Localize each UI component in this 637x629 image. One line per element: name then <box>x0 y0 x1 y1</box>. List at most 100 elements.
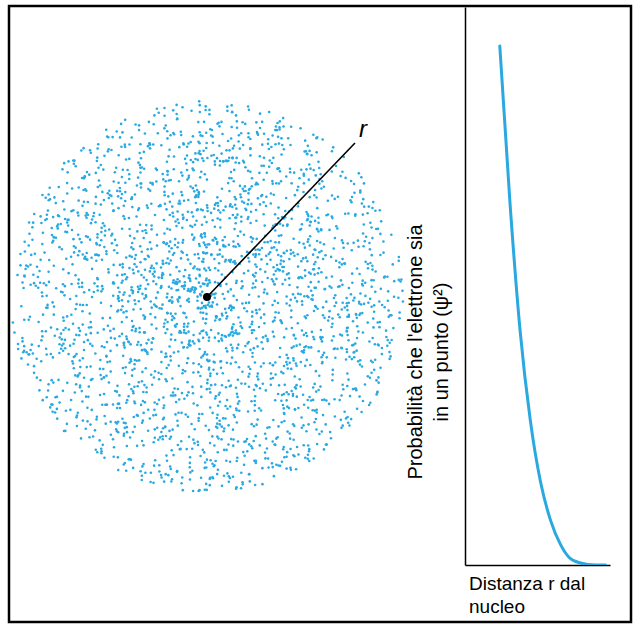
cloud-dot <box>218 144 221 147</box>
cloud-dot <box>270 202 273 205</box>
cloud-dot <box>198 104 201 107</box>
cloud-dot <box>284 210 287 213</box>
cloud-dot <box>221 188 224 191</box>
cloud-dot <box>111 233 114 236</box>
cloud-dot <box>193 190 196 193</box>
cloud-dot <box>277 254 280 257</box>
cloud-dot <box>310 154 313 157</box>
cloud-dot <box>160 144 163 147</box>
cloud-dot <box>148 121 151 124</box>
cloud-dot <box>137 161 140 164</box>
cloud-dot <box>137 285 140 288</box>
cloud-dot <box>192 362 195 365</box>
cloud-dot <box>273 319 276 322</box>
cloud-dot <box>244 382 247 385</box>
cloud-dot <box>165 367 168 370</box>
cloud-dot <box>282 270 285 273</box>
cloud-dot <box>257 372 260 375</box>
cloud-dot <box>180 191 183 194</box>
cloud-dot <box>344 212 347 215</box>
cloud-dot <box>155 297 158 300</box>
cloud-dot <box>202 258 205 261</box>
cloud-dot <box>47 383 50 386</box>
cloud-dot <box>173 351 176 354</box>
cloud-dot <box>119 407 122 410</box>
cloud-dot <box>236 421 239 424</box>
cloud-dot <box>239 230 242 233</box>
cloud-dot <box>109 350 112 353</box>
cloud-dot <box>271 134 274 137</box>
cloud-dot <box>250 323 253 326</box>
cloud-dot <box>180 130 183 133</box>
cloud-dot <box>25 351 28 354</box>
cloud-dot <box>264 433 267 436</box>
cloud-dot <box>149 481 152 484</box>
cloud-dot <box>282 251 285 254</box>
cloud-dot <box>171 319 174 322</box>
cloud-dot <box>188 343 191 346</box>
cloud-dot <box>321 340 324 343</box>
cloud-dot <box>142 400 145 403</box>
cloud-dot <box>296 253 299 256</box>
cloud-dot <box>111 202 114 205</box>
cloud-dot <box>325 300 328 303</box>
cloud-dot <box>116 344 119 347</box>
cloud-dot <box>379 233 382 236</box>
cloud-dot <box>230 305 233 308</box>
cloud-dot <box>205 277 208 280</box>
cloud-dot <box>50 326 53 329</box>
cloud-dot <box>272 419 275 422</box>
cloud-dot <box>146 204 149 207</box>
cloud-dot <box>357 330 360 333</box>
cloud-dot <box>300 416 303 419</box>
cloud-dot <box>364 240 367 243</box>
cloud-dot <box>154 436 157 439</box>
cloud-dot <box>198 281 201 284</box>
cloud-dot <box>29 349 32 352</box>
cloud-dot <box>236 456 239 459</box>
cloud-dot <box>186 325 189 328</box>
cloud-dot <box>166 161 169 164</box>
cloud-dot <box>213 361 216 364</box>
cloud-dot <box>306 153 309 156</box>
cloud-dot <box>189 456 192 459</box>
cloud-dot <box>297 276 300 279</box>
cloud-dot <box>148 142 151 145</box>
cloud-dot <box>340 279 343 282</box>
cloud-dot <box>386 344 389 347</box>
cloud-dot <box>58 336 61 339</box>
cloud-dot <box>107 268 110 271</box>
cloud-dot <box>277 206 280 209</box>
cloud-dot <box>281 283 284 286</box>
cloud-dot <box>137 341 140 344</box>
cloud-dot <box>351 344 354 347</box>
cloud-dot <box>91 268 94 271</box>
cloud-dot <box>270 146 273 149</box>
cloud-dot <box>184 269 187 272</box>
cloud-dot <box>204 252 207 255</box>
cloud-dot <box>148 142 151 145</box>
cloud-dot <box>152 414 155 417</box>
cloud-dot <box>280 153 283 156</box>
cloud-dot <box>94 202 97 205</box>
cloud-dot <box>101 345 104 348</box>
cloud-dot <box>50 227 53 230</box>
cloud-dot <box>268 148 271 151</box>
cloud-dot <box>187 288 190 291</box>
cloud-dot <box>249 148 252 151</box>
cloud-dot <box>347 378 350 381</box>
cloud-dot <box>223 427 226 430</box>
cloud-dot <box>296 395 299 398</box>
cloud-dot <box>150 323 153 326</box>
cloud-dot <box>316 207 319 210</box>
cloud-dot <box>94 429 97 432</box>
cloud-dot <box>77 327 80 330</box>
cloud-dot <box>343 306 346 309</box>
cloud-dot <box>251 321 254 324</box>
cloud-dot <box>303 315 306 318</box>
cloud-dot <box>216 451 219 454</box>
cloud-dot <box>112 264 115 267</box>
cloud-dot <box>205 483 208 486</box>
cloud-dot <box>50 353 53 356</box>
cloud-dot <box>362 198 365 201</box>
